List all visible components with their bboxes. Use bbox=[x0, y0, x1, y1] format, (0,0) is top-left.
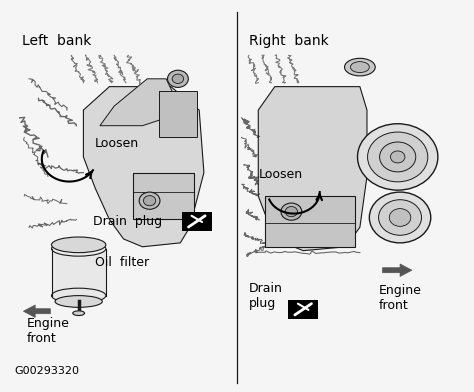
Circle shape bbox=[357, 124, 438, 190]
Circle shape bbox=[285, 207, 298, 217]
Circle shape bbox=[139, 192, 160, 209]
Bar bbox=[52, 249, 106, 296]
Ellipse shape bbox=[345, 58, 375, 76]
Text: Loosen: Loosen bbox=[258, 168, 302, 181]
Circle shape bbox=[379, 200, 421, 235]
Text: Engine
front: Engine front bbox=[379, 283, 422, 312]
Text: Left  bank: Left bank bbox=[22, 34, 91, 47]
Ellipse shape bbox=[52, 288, 106, 303]
Ellipse shape bbox=[52, 237, 106, 252]
Text: Loosen: Loosen bbox=[95, 137, 139, 150]
Polygon shape bbox=[83, 87, 204, 247]
Text: Right  bank: Right bank bbox=[249, 34, 328, 47]
Circle shape bbox=[172, 74, 183, 83]
Text: Oil  filter: Oil filter bbox=[95, 256, 149, 269]
Polygon shape bbox=[100, 79, 175, 126]
Text: Drain  plug: Drain plug bbox=[93, 215, 162, 228]
Text: G00293320: G00293320 bbox=[14, 366, 79, 376]
Polygon shape bbox=[23, 305, 50, 318]
Ellipse shape bbox=[52, 241, 106, 256]
Text: Drain
plug: Drain plug bbox=[249, 281, 283, 310]
Polygon shape bbox=[383, 264, 412, 276]
Bar bbox=[159, 91, 197, 138]
Circle shape bbox=[391, 151, 405, 163]
Circle shape bbox=[367, 132, 428, 182]
Circle shape bbox=[167, 70, 188, 87]
Text: Engine
front: Engine front bbox=[27, 317, 70, 345]
Circle shape bbox=[380, 142, 416, 172]
Ellipse shape bbox=[350, 62, 369, 73]
Ellipse shape bbox=[73, 311, 84, 316]
Circle shape bbox=[144, 196, 156, 206]
Circle shape bbox=[281, 203, 302, 220]
Bar bbox=[182, 212, 212, 231]
Polygon shape bbox=[258, 87, 367, 251]
Bar bbox=[288, 300, 318, 319]
Bar bbox=[133, 172, 194, 220]
Circle shape bbox=[369, 192, 431, 243]
Bar bbox=[265, 196, 355, 247]
Circle shape bbox=[389, 209, 411, 226]
Ellipse shape bbox=[55, 296, 102, 307]
